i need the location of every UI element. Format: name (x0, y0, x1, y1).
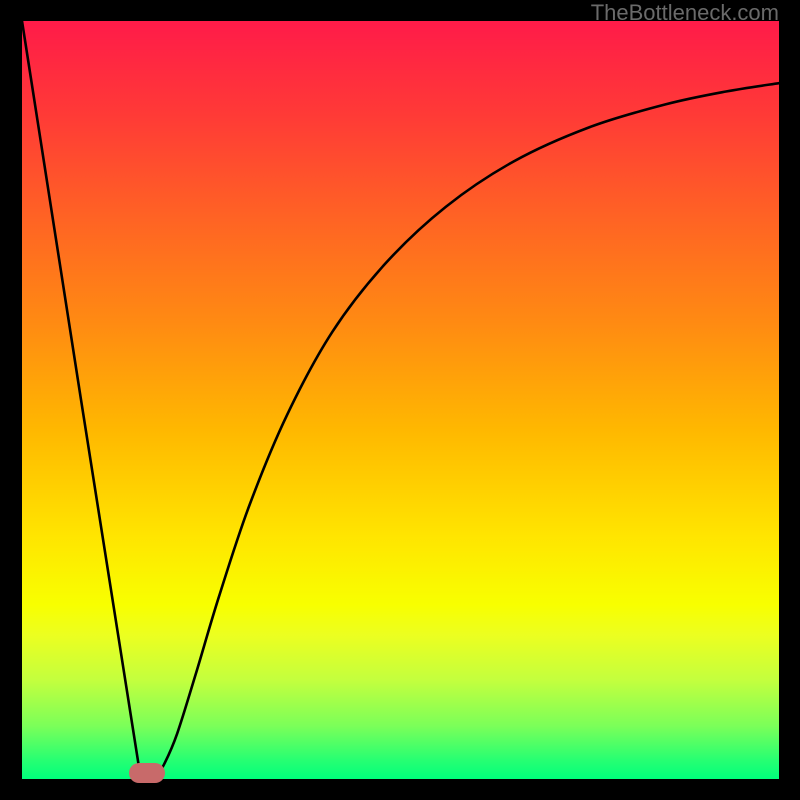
watermark-text: TheBottleneck.com (591, 0, 779, 26)
gradient-background (22, 21, 779, 779)
minimum-marker (129, 763, 165, 783)
chart-container: TheBottleneck.com (0, 0, 800, 800)
plot-area (22, 21, 779, 779)
